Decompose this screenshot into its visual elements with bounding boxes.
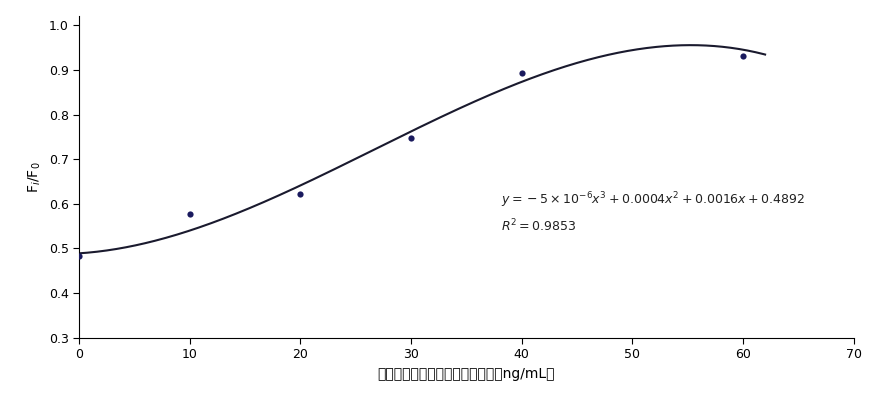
Point	[72, 253, 86, 259]
Point	[293, 191, 307, 197]
Point	[404, 134, 418, 141]
Y-axis label: F$_i$/F$_0$: F$_i$/F$_0$	[26, 161, 43, 193]
X-axis label: 系列浓度林可震素标准物质溶液（ng/mL）: 系列浓度林可震素标准物质溶液（ng/mL）	[378, 367, 555, 381]
Point	[515, 70, 529, 77]
Point	[183, 211, 197, 217]
Point	[736, 53, 750, 60]
Text: $y = -5\times10^{-6}x^3 + 0.0004x^2 + 0.0016x + 0.4892$
$R^2 = 0.9853$: $y = -5\times10^{-6}x^3 + 0.0004x^2 + 0.…	[502, 190, 805, 234]
